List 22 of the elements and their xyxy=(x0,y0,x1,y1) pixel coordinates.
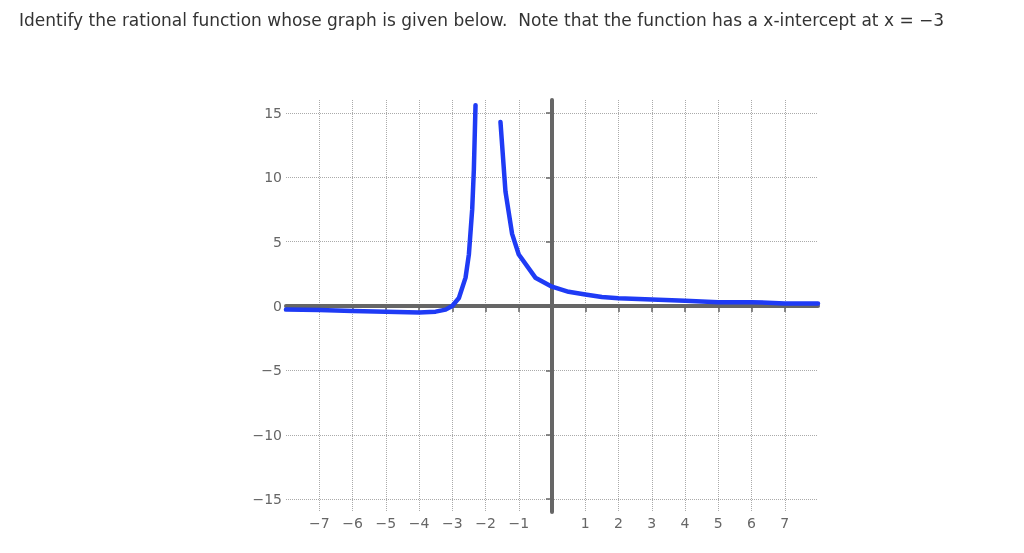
x-tick-label: −6 xyxy=(342,515,363,531)
y-tick-label: 10 xyxy=(264,169,282,186)
x-tick-label: −4 xyxy=(408,515,430,531)
y-tick-label: −15 xyxy=(252,491,282,508)
x-tick-label: −7 xyxy=(308,515,330,531)
x-tick-label: 4 xyxy=(680,515,690,531)
y-tick-label: −5 xyxy=(261,362,282,379)
x-tick-label: 7 xyxy=(780,515,790,531)
x-tick-label: 2 xyxy=(614,515,623,531)
y-tick-label: 0 xyxy=(273,298,282,314)
x-tick-label: −2 xyxy=(475,515,496,531)
x-tick-label: 5 xyxy=(713,515,723,531)
x-tick-label: 6 xyxy=(747,515,757,531)
chart-title: Identify the rational function whose graph is given below. Note that the function has a x-intercept at x = −3 xyxy=(19,9,945,30)
x-tick-label: −3 xyxy=(441,515,463,531)
x-tick-label: 1 xyxy=(580,515,590,531)
x-tick-label: −1 xyxy=(508,515,530,531)
y-tick-label: 5 xyxy=(273,233,282,250)
y-tick-label: 15 xyxy=(264,104,282,121)
y-tick-label: −10 xyxy=(252,426,282,443)
x-tick-label: 3 xyxy=(647,515,657,531)
x-tick-label: −5 xyxy=(375,515,397,531)
